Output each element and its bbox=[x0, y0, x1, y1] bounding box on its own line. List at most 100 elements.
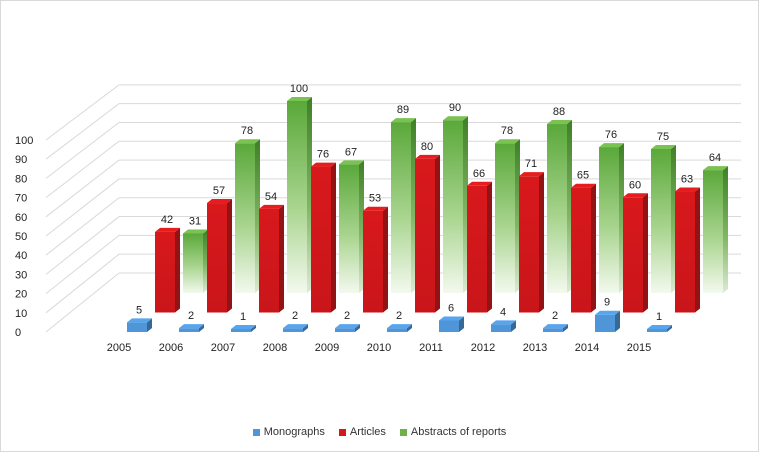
x-category-label: 2013 bbox=[523, 342, 547, 354]
bar-articles: 57 bbox=[207, 185, 232, 313]
bar-articles: 54 bbox=[259, 191, 284, 313]
bar-monographs: 2 bbox=[283, 310, 308, 332]
data-label: 66 bbox=[473, 168, 485, 180]
data-label: 76 bbox=[605, 129, 617, 141]
bar-abstracts-of-reports: 78 bbox=[495, 125, 520, 293]
bar-articles: 76 bbox=[311, 149, 336, 313]
data-label: 90 bbox=[449, 102, 461, 114]
data-label: 2 bbox=[396, 310, 402, 322]
bar-monographs: 5 bbox=[127, 304, 152, 332]
bar-monographs: 2 bbox=[387, 310, 412, 332]
data-label: 2 bbox=[552, 310, 558, 322]
data-label: 1 bbox=[656, 311, 662, 323]
legend-swatch-articles bbox=[338, 428, 346, 436]
legend-label-abstracts: Abstracts of reports bbox=[410, 426, 507, 438]
legend-label-monographs: Monographs bbox=[263, 426, 325, 438]
bar-monographs: 1 bbox=[231, 311, 256, 332]
bar-monographs: 2 bbox=[179, 310, 204, 332]
data-label: 2 bbox=[344, 310, 350, 322]
data-label: 54 bbox=[265, 191, 277, 203]
data-label: 80 bbox=[421, 141, 433, 153]
bar-articles: 53 bbox=[363, 193, 388, 313]
legend-swatch-abstracts bbox=[399, 428, 407, 436]
y-tick-label: 50 bbox=[15, 231, 27, 243]
bar-abstracts-of-reports: 90 bbox=[443, 102, 468, 293]
bar-abstracts-of-reports: 78 bbox=[235, 125, 260, 293]
bar-abstracts-of-reports: 31 bbox=[183, 215, 208, 293]
data-label: 4 bbox=[500, 306, 506, 318]
y-tick-label: 60 bbox=[15, 212, 27, 224]
legend-item-articles: Articles bbox=[338, 426, 386, 438]
data-label: 64 bbox=[709, 152, 721, 164]
y-tick-label: 0 bbox=[15, 327, 21, 339]
x-axis-categories: 2005 2006 2007 2008 2009 2010 2011 2012 2013 2014… bbox=[107, 342, 651, 354]
bar-monographs: 1 bbox=[647, 311, 672, 332]
x-category-label: 2007 bbox=[211, 342, 235, 354]
legend-item-abstracts: Abstracts of reports bbox=[399, 426, 507, 438]
data-label: 57 bbox=[213, 185, 225, 197]
bar-abstracts-of-reports: 67 bbox=[339, 146, 364, 293]
data-label: 2 bbox=[188, 310, 194, 322]
x-category-label: 2005 bbox=[107, 342, 131, 354]
y-tick-label: 40 bbox=[15, 250, 27, 262]
legend-swatch-monographs bbox=[252, 428, 260, 436]
gridline-diagonal bbox=[45, 84, 120, 141]
y-axis-ticks: 0 10 20 30 40 50 60 70 80 90 100 bbox=[15, 135, 33, 339]
data-label: 31 bbox=[189, 215, 201, 227]
y-tick-label: 70 bbox=[15, 193, 27, 205]
bar-abstracts-of-reports: 89 bbox=[391, 104, 416, 294]
x-category-label: 2014 bbox=[575, 342, 599, 354]
bar-articles: 65 bbox=[571, 170, 596, 313]
chart-3d-bar: 0 10 20 30 40 50 60 70 80 90 100 31 78 100 67 89 90 78 88… bbox=[15, 83, 741, 354]
data-label: 100 bbox=[290, 83, 308, 95]
data-label: 53 bbox=[369, 193, 381, 205]
data-label: 89 bbox=[397, 104, 409, 116]
bar-abstracts-of-reports: 64 bbox=[703, 152, 728, 293]
x-category-label: 2009 bbox=[315, 342, 339, 354]
legend-label-articles: Articles bbox=[349, 426, 386, 438]
bar-monographs: 2 bbox=[335, 310, 360, 332]
bar-abstracts-of-reports: 88 bbox=[547, 106, 572, 293]
bar-articles: 63 bbox=[675, 174, 700, 313]
x-category-label: 2011 bbox=[419, 342, 443, 354]
bar-monographs: 4 bbox=[491, 306, 516, 332]
x-category-label: 2015 bbox=[627, 342, 651, 354]
gridline-diagonal bbox=[45, 122, 120, 179]
y-tick-label: 10 bbox=[15, 308, 27, 320]
gridline-diagonal bbox=[45, 216, 120, 275]
bar-monographs: 6 bbox=[439, 302, 464, 332]
data-label: 60 bbox=[629, 179, 641, 191]
bar-monographs: 2 bbox=[543, 310, 568, 332]
y-tick-label: 20 bbox=[15, 289, 27, 301]
x-category-label: 2012 bbox=[471, 342, 495, 354]
bar-abstracts-of-reports: 100 bbox=[287, 83, 312, 293]
gridline-diagonal bbox=[45, 178, 120, 237]
data-label: 75 bbox=[657, 131, 669, 143]
gridline-diagonal bbox=[45, 272, 120, 333]
data-label: 42 bbox=[161, 214, 173, 226]
data-label: 78 bbox=[501, 125, 513, 137]
data-label: 63 bbox=[681, 174, 693, 186]
y-tick-label: 90 bbox=[15, 154, 27, 166]
gridline-diagonal bbox=[45, 140, 120, 198]
x-category-label: 2008 bbox=[263, 342, 287, 354]
gridline-diagonal bbox=[45, 197, 120, 256]
bar-articles: 42 bbox=[155, 214, 180, 313]
x-category-label: 2006 bbox=[159, 342, 183, 354]
y-tick-label: 80 bbox=[15, 173, 27, 185]
data-label: 67 bbox=[345, 146, 357, 158]
bar-abstracts-of-reports: 75 bbox=[651, 131, 676, 293]
gridline-diagonal bbox=[45, 103, 120, 160]
legend: Monographs Articles Abstracts of reports bbox=[1, 424, 758, 440]
gridline-diagonal bbox=[45, 234, 120, 294]
data-label: 9 bbox=[604, 297, 610, 309]
gridline-diagonal bbox=[45, 159, 120, 218]
x-category-label: 2010 bbox=[367, 342, 391, 354]
data-label: 88 bbox=[553, 106, 565, 118]
data-label: 5 bbox=[136, 304, 142, 316]
data-label: 65 bbox=[577, 170, 589, 182]
bar-articles: 80 bbox=[415, 141, 440, 313]
bar-articles: 60 bbox=[623, 179, 648, 313]
bar-articles: 71 bbox=[519, 158, 544, 313]
